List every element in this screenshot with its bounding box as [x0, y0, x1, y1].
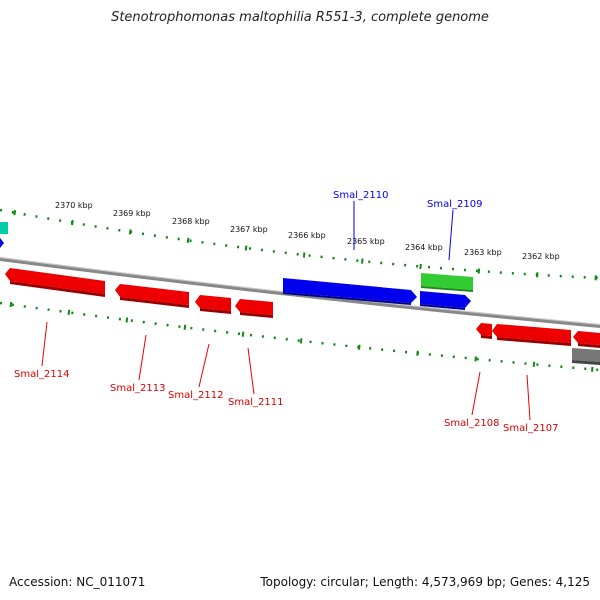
gene-label-smal-2113[interactable]: Smal_2113 [110, 383, 165, 394]
gene-label-smal-2114[interactable]: Smal_2114 [14, 369, 69, 380]
ruler-label: 2370 kbp [55, 201, 93, 210]
inner-ruler-track [0, 300, 600, 373]
outer-ruler-track [0, 207, 600, 281]
ruler-label: 2369 kbp [113, 209, 151, 218]
gene-arrow-green[interactable] [421, 273, 473, 290]
gene-arrow-teal[interactable] [0, 222, 8, 234]
gene-arrow-smal-2113[interactable] [115, 284, 189, 305]
gene-label-smal-2108[interactable]: Smal_2108 [444, 418, 499, 429]
gene-arrow-smal-2112[interactable] [195, 295, 231, 311]
ruler-label: 2364 kbp [405, 243, 443, 252]
gene-arrow-gray[interactable] [572, 348, 600, 362]
ruler-label: 2362 kbp [522, 252, 560, 261]
gene-arrow-red-edge[interactable] [573, 331, 600, 345]
ruler-label: 2367 kbp [230, 225, 268, 234]
accession-text: Accession: NC_011071 [9, 575, 146, 589]
ruler-label: 2363 kbp [464, 248, 502, 257]
gene-arrow-smal-2114[interactable] [5, 268, 105, 294]
gene-label-smal-2109[interactable]: Smal_2109 [427, 199, 482, 210]
gene-arrow-smal-2111[interactable] [235, 299, 273, 315]
gene-label-smal-2112[interactable]: Smal_2112 [168, 390, 223, 401]
ruler-label: 2368 kbp [172, 217, 210, 226]
gene-arrow-blue-edge[interactable] [0, 238, 4, 248]
ruler-label: 2366 kbp [288, 231, 326, 240]
gene-arrow-smal-2107[interactable] [492, 324, 571, 343]
gene-arrow-smal-2109-blue[interactable] [420, 291, 471, 308]
gene-label-smal-2110[interactable]: Smal_2110 [333, 190, 388, 201]
gene-label-smal-2107[interactable]: Smal_2107 [503, 423, 558, 434]
map-title: Stenotrophomonas maltophilia R551-3, com… [111, 10, 489, 25]
genome-stats-text: Topology: circular; Length: 4,573,969 bp… [260, 575, 590, 589]
gene-arrow-smal-2110[interactable] [283, 278, 417, 303]
minus-strand-genes [5, 268, 600, 365]
plus-strand-genes [0, 222, 473, 310]
gene-label-smal-2111[interactable]: Smal_2111 [228, 397, 283, 408]
ruler-label: 2365 kbp [347, 237, 385, 246]
gene-arrow-smal-2108[interactable] [476, 323, 492, 336]
